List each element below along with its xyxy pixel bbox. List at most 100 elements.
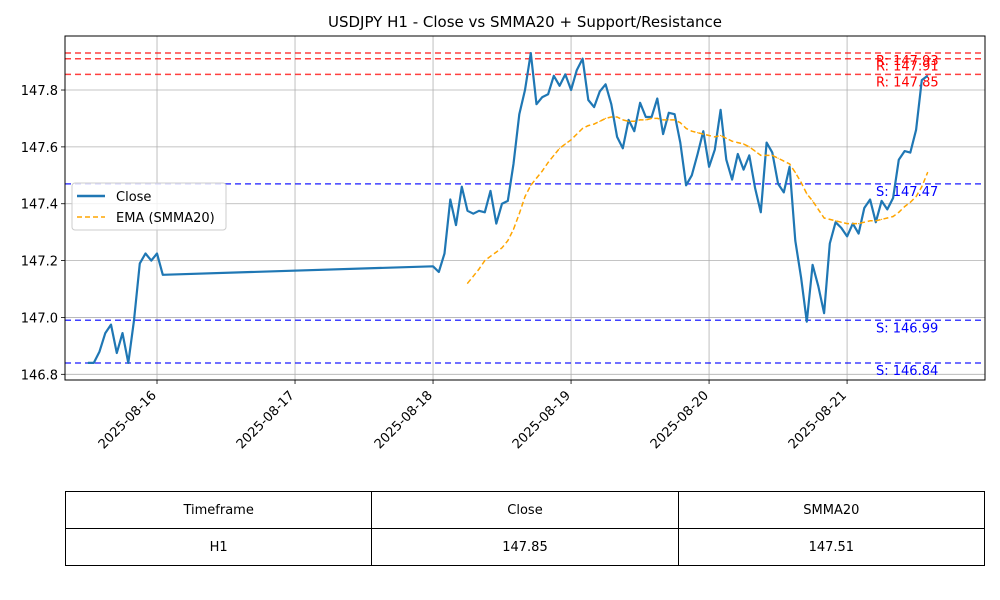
point-close	[806, 321, 808, 323]
point-close	[921, 79, 923, 81]
point-smma20	[512, 228, 515, 230]
table-header-cell: Close	[371, 491, 679, 529]
point-smma20	[553, 154, 555, 156]
point-close	[443, 252, 446, 255]
grid	[65, 36, 985, 380]
point-smma20	[610, 116, 612, 118]
legend-label-close: Close	[116, 190, 151, 205]
point-smma20	[582, 127, 584, 129]
point-close	[576, 69, 578, 71]
point-close	[582, 58, 584, 60]
point-smma20	[743, 143, 745, 145]
point-close	[547, 93, 549, 95]
point-close	[800, 277, 802, 279]
point-close	[110, 324, 112, 326]
point-smma20	[662, 119, 664, 121]
legend-box	[71, 182, 227, 231]
point-close	[518, 113, 520, 115]
point-close	[133, 319, 135, 321]
point-smma20	[829, 218, 831, 220]
point-smma20	[869, 220, 871, 222]
point-close	[846, 235, 848, 237]
plot-area	[64, 35, 986, 381]
point-close	[639, 102, 641, 104]
point-smma20	[771, 154, 773, 156]
point-smma20	[731, 140, 733, 142]
point-close	[489, 190, 492, 192]
point-smma20	[904, 206, 906, 208]
point-smma20	[570, 139, 572, 141]
support-resistance-lines: R: 147.93R: 147.91R: 147.85 S: 147.47 S: 1…	[65, 52, 985, 379]
point-close	[156, 252, 158, 255]
point-close	[645, 116, 647, 118]
table-cell-close: 147.85	[371, 528, 679, 566]
point-smma20	[783, 160, 785, 162]
x-tick-label: 2025-08-18	[372, 388, 436, 452]
point-smma20	[760, 154, 762, 156]
point-close	[541, 96, 543, 98]
table-cell-timeframe: H1	[64, 528, 373, 566]
point-smma20	[472, 275, 474, 277]
point-close	[697, 153, 699, 155]
series	[87, 52, 929, 364]
point-smma20	[564, 143, 566, 145]
point-smma20	[616, 116, 618, 118]
point-close	[674, 113, 676, 115]
point-close	[432, 265, 434, 267]
point-smma20	[858, 223, 860, 225]
point-smma20	[685, 127, 687, 129]
point-close	[898, 159, 900, 161]
resistance-label: R: 147.93	[876, 54, 939, 69]
point-close	[535, 103, 538, 105]
x-tick-label: 2025-08-19	[510, 388, 574, 452]
point-smma20	[794, 171, 796, 174]
point-close	[162, 274, 164, 276]
point-close	[587, 99, 589, 101]
point-close	[616, 136, 618, 138]
point-close	[599, 90, 601, 92]
point-close	[829, 242, 831, 245]
point-smma20	[518, 213, 520, 215]
point-close	[478, 210, 480, 212]
point-close	[858, 233, 860, 235]
y-tick-label: 147.4	[21, 198, 58, 213]
point-close	[622, 147, 624, 149]
point-smma20	[863, 221, 865, 223]
point-close	[466, 210, 469, 212]
point-smma20	[484, 260, 486, 262]
series-line-smma20	[466, 116, 929, 284]
point-close	[915, 129, 917, 131]
point-close	[708, 166, 710, 168]
point-smma20	[593, 123, 595, 125]
point-smma20	[628, 120, 630, 122]
point-smma20	[524, 196, 526, 198]
point-smma20	[921, 186, 923, 188]
point-close	[691, 174, 693, 176]
point-smma20	[576, 133, 578, 135]
chart: USDJPY H1 - Close vs SMMA20 + Support/Re…	[21, 13, 986, 452]
point-smma20	[725, 137, 727, 139]
point-smma20	[691, 130, 693, 132]
point-smma20	[898, 211, 900, 213]
point-smma20	[507, 240, 509, 242]
point-close	[714, 149, 716, 151]
x-tick-label: 2025-08-20	[648, 388, 712, 452]
point-smma20	[875, 220, 877, 222]
point-close	[651, 116, 653, 118]
point-close	[771, 152, 773, 154]
point-smma20	[530, 184, 532, 186]
point-close	[104, 332, 106, 334]
point-smma20	[599, 120, 601, 122]
summary-table: Timeframe Close SMMA20 H1 147.85 147.51	[64, 491, 986, 566]
point-smma20	[547, 161, 549, 164]
point-smma20	[806, 193, 808, 195]
point-smma20	[737, 142, 739, 144]
point-close	[593, 106, 595, 108]
point-smma20	[846, 223, 848, 225]
point-close	[144, 252, 147, 255]
point-close	[461, 186, 463, 188]
x-tick-label: 2025-08-17	[234, 388, 298, 452]
point-close	[783, 191, 785, 193]
point-close	[524, 89, 526, 91]
point-smma20	[812, 200, 814, 202]
